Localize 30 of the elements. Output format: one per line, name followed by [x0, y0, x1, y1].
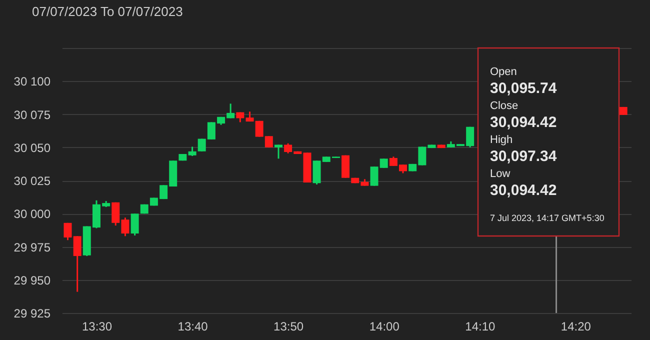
x-tick-label: 14:20	[560, 320, 592, 334]
annotation: 30,095.74	[490, 80, 558, 97]
x-tick-label: 14:00	[369, 320, 400, 334]
annotation: High	[490, 134, 513, 146]
candlestick	[73, 235, 82, 293]
y-tick-label: 30 100	[14, 74, 51, 89]
y-tick-label: 30 000	[14, 207, 51, 222]
annotation: Close	[490, 100, 518, 112]
candlestick	[130, 212, 139, 236]
x-tick-label: 14:10	[465, 320, 496, 334]
annotation: Open	[490, 66, 517, 78]
annotation: 7 Jul 2023, 14:17 GMT+5:30	[490, 213, 604, 223]
annotation: 30,097.34	[490, 148, 558, 165]
y-tick-label: 30 050	[14, 140, 51, 155]
y-tick-label: 30 025	[14, 174, 51, 188]
candlestick	[342, 154, 350, 179]
candlestick	[188, 146, 196, 157]
annotation: Low	[490, 168, 510, 180]
y-tick-label: 29 975	[14, 240, 51, 254]
y-tick-label: 29 950	[14, 273, 51, 288]
annotation: 30,094.42	[490, 114, 557, 131]
y-tick-label: 29 925	[14, 306, 51, 320]
annotation: 30,094.42	[490, 182, 557, 199]
chart-title: 07/07/2023 To 07/07/2023	[32, 4, 183, 19]
x-tick-label: 13:30	[82, 320, 112, 334]
candlestick	[274, 144, 283, 160]
x-tick-label: 13:50	[274, 320, 304, 334]
y-tick-label: 30 075	[14, 108, 51, 122]
x-tick-label: 13:40	[178, 320, 208, 334]
candlestick	[64, 222, 72, 241]
